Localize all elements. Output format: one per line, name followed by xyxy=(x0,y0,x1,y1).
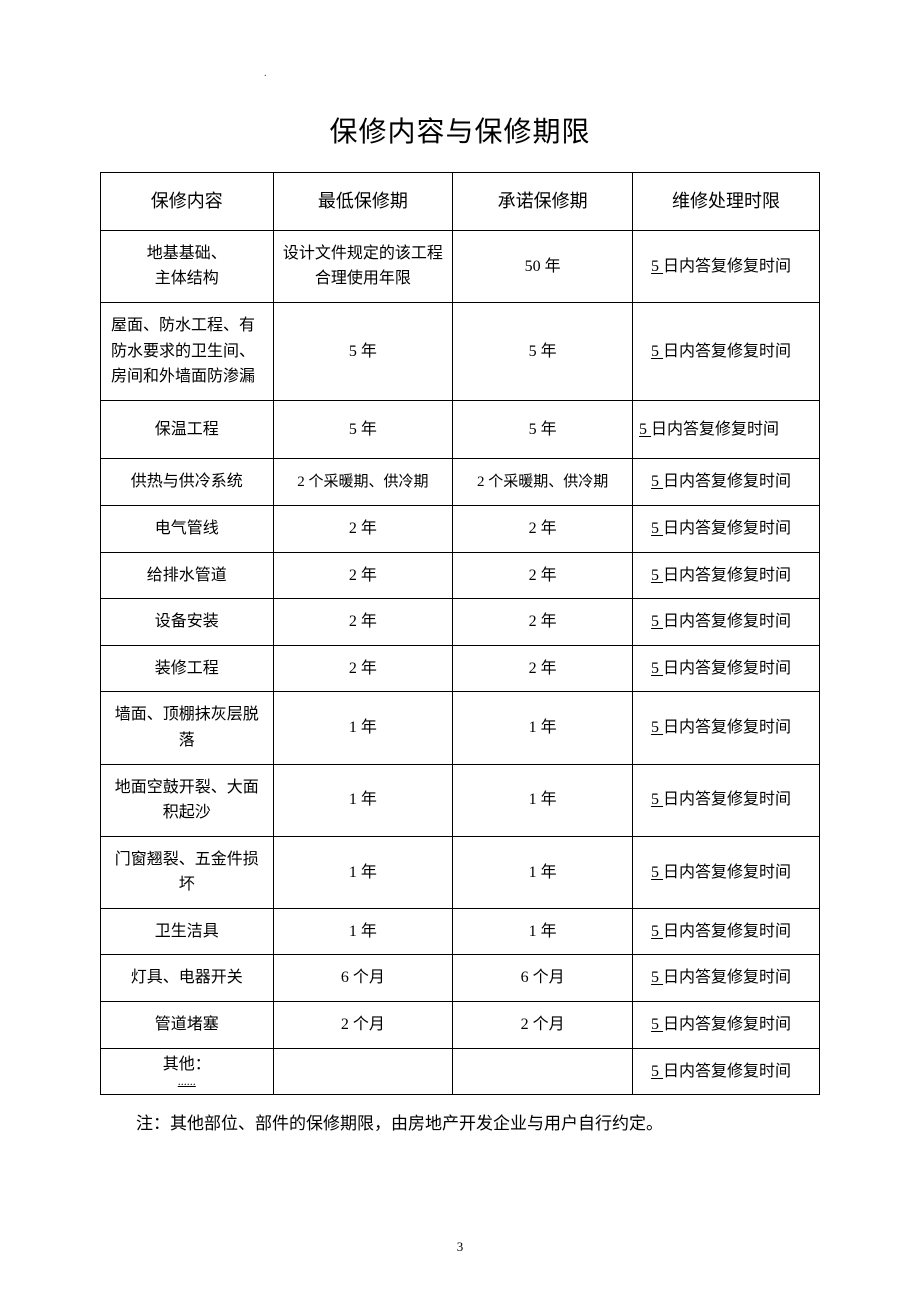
cell-min-period: 1 年 xyxy=(273,908,453,955)
cell-content: 供热与供冷系统 xyxy=(101,459,274,506)
cell-promised-period: 2 年 xyxy=(453,552,633,599)
cell-repair-time: 5 日内答复修复时间 xyxy=(633,599,820,646)
table-row: 管道堵塞2 个月2 个月 5 日内答复修复时间 xyxy=(101,1002,820,1049)
cell-promised-period: 6 个月 xyxy=(453,955,633,1002)
cell-min-period: 2 年 xyxy=(273,599,453,646)
page-number: 3 xyxy=(0,1239,920,1255)
cell-promised-period: 2 年 xyxy=(453,599,633,646)
cell-min-period: 2 个采暖期、供冷期 xyxy=(273,459,453,506)
cell-repair-time: 5 日内答复修复时间 xyxy=(633,230,820,302)
table-row: 屋面、防水工程、有防水要求的卫生间、房间和外墙面防渗漏5 年5 年 5 日内答复… xyxy=(101,302,820,400)
table-row: 供热与供冷系统2 个采暖期、供冷期2 个采暖期、供冷期 5 日内答复修复时间 xyxy=(101,459,820,506)
cell-promised-period: 50 年 xyxy=(453,230,633,302)
header-min-period: 最低保修期 xyxy=(273,173,453,231)
cell-repair-time: 5 日内答复修复时间 xyxy=(633,955,820,1002)
cell-other-label: 其他：...... xyxy=(101,1048,274,1095)
table-header-row: 保修内容 最低保修期 承诺保修期 维修处理时限 xyxy=(101,173,820,231)
cell-content: 屋面、防水工程、有防水要求的卫生间、房间和外墙面防渗漏 xyxy=(101,302,274,400)
page-title: 保修内容与保修期限 xyxy=(100,110,820,150)
table-row: 保温工程5 年5 年 5 日内答复修复时间 xyxy=(101,400,820,459)
cell-other-promised xyxy=(453,1048,633,1095)
cell-min-period: 2 年 xyxy=(273,505,453,552)
cell-content: 电气管线 xyxy=(101,505,274,552)
cell-min-period: 5 年 xyxy=(273,400,453,459)
table-row-other: 其他：...... 5 日内答复修复时间 xyxy=(101,1048,820,1095)
cell-min-period: 2 年 xyxy=(273,552,453,599)
cell-repair-time: 5 日内答复修复时间 xyxy=(633,459,820,506)
cell-repair-time: 5 日内答复修复时间 xyxy=(633,836,820,908)
table-row: 给排水管道2 年2 年 5 日内答复修复时间 xyxy=(101,552,820,599)
cell-repair-time: 5 日内答复修复时间 xyxy=(633,552,820,599)
table-row: 地面空鼓开裂、大面积起沙1 年1 年 5 日内答复修复时间 xyxy=(101,764,820,836)
cell-promised-period: 1 年 xyxy=(453,692,633,764)
cell-min-period: 2 个月 xyxy=(273,1002,453,1049)
cell-min-period: 6 个月 xyxy=(273,955,453,1002)
header-promised-period: 承诺保修期 xyxy=(453,173,633,231)
cell-promised-period: 2 个采暖期、供冷期 xyxy=(453,459,633,506)
cell-content: 地面空鼓开裂、大面积起沙 xyxy=(101,764,274,836)
header-repair-time: 维修处理时限 xyxy=(633,173,820,231)
table-row: 墙面、顶棚抹灰层脱落1 年1 年 5 日内答复修复时间 xyxy=(101,692,820,764)
table-row: 灯具、电器开关6 个月6 个月 5 日内答复修复时间 xyxy=(101,955,820,1002)
cell-min-period: 5 年 xyxy=(273,302,453,400)
cell-content: 地基基础、 主体结构 xyxy=(101,230,274,302)
cell-repair-time: 5 日内答复修复时间 xyxy=(633,302,820,400)
cell-promised-period: 2 个月 xyxy=(453,1002,633,1049)
cell-content: 灯具、电器开关 xyxy=(101,955,274,1002)
cell-promised-period: 1 年 xyxy=(453,764,633,836)
cell-min-period: 1 年 xyxy=(273,692,453,764)
cell-content: 门窗翘裂、五金件损坏 xyxy=(101,836,274,908)
cell-min-period: 2 年 xyxy=(273,645,453,692)
cell-repair-time: 5 日内答复修复时间 xyxy=(633,1048,820,1095)
cell-promised-period: 2 年 xyxy=(453,645,633,692)
table-row: 装修工程2 年2 年 5 日内答复修复时间 xyxy=(101,645,820,692)
cell-min-period: 1 年 xyxy=(273,836,453,908)
cell-repair-time: 5 日内答复修复时间 xyxy=(633,505,820,552)
header-content: 保修内容 xyxy=(101,173,274,231)
cell-promised-period: 2 年 xyxy=(453,505,633,552)
cell-min-period: 设计文件规定的该工程合理使用年限 xyxy=(273,230,453,302)
cell-repair-time: 5 日内答复修复时间 xyxy=(633,1002,820,1049)
table-row: 卫生洁具1 年1 年 5 日内答复修复时间 xyxy=(101,908,820,955)
table-row: 设备安装2 年2 年 5 日内答复修复时间 xyxy=(101,599,820,646)
cell-content: 装修工程 xyxy=(101,645,274,692)
footnote: 注：其他部位、部件的保修期限，由房地产开发企业与用户自行约定。 xyxy=(100,1109,820,1134)
cell-repair-time: 5 日内答复修复时间 xyxy=(633,908,820,955)
table-row: 电气管线2 年2 年 5 日内答复修复时间 xyxy=(101,505,820,552)
cell-repair-time: 5 日内答复修复时间 xyxy=(633,764,820,836)
warranty-table: 保修内容 最低保修期 承诺保修期 维修处理时限 地基基础、 主体结构设计文件规定… xyxy=(100,172,820,1095)
decorative-dot: . xyxy=(264,68,267,79)
cell-repair-time: 5 日内答复修复时间 xyxy=(633,692,820,764)
cell-content: 保温工程 xyxy=(101,400,274,459)
table-row: 门窗翘裂、五金件损坏1 年1 年 5 日内答复修复时间 xyxy=(101,836,820,908)
cell-repair-time: 5 日内答复修复时间 xyxy=(633,400,820,459)
page-content: 保修内容与保修期限 保修内容 最低保修期 承诺保修期 维修处理时限 地基基础、 … xyxy=(0,0,920,1134)
cell-promised-period: 1 年 xyxy=(453,836,633,908)
cell-promised-period: 1 年 xyxy=(453,908,633,955)
cell-min-period: 1 年 xyxy=(273,764,453,836)
cell-content: 给排水管道 xyxy=(101,552,274,599)
cell-content: 墙面、顶棚抹灰层脱落 xyxy=(101,692,274,764)
cell-content: 卫生洁具 xyxy=(101,908,274,955)
cell-promised-period: 5 年 xyxy=(453,302,633,400)
cell-content: 设备安装 xyxy=(101,599,274,646)
cell-repair-time: 5 日内答复修复时间 xyxy=(633,645,820,692)
cell-content: 管道堵塞 xyxy=(101,1002,274,1049)
cell-other-min xyxy=(273,1048,453,1095)
cell-promised-period: 5 年 xyxy=(453,400,633,459)
table-row: 地基基础、 主体结构设计文件规定的该工程合理使用年限50 年 5 日内答复修复时… xyxy=(101,230,820,302)
